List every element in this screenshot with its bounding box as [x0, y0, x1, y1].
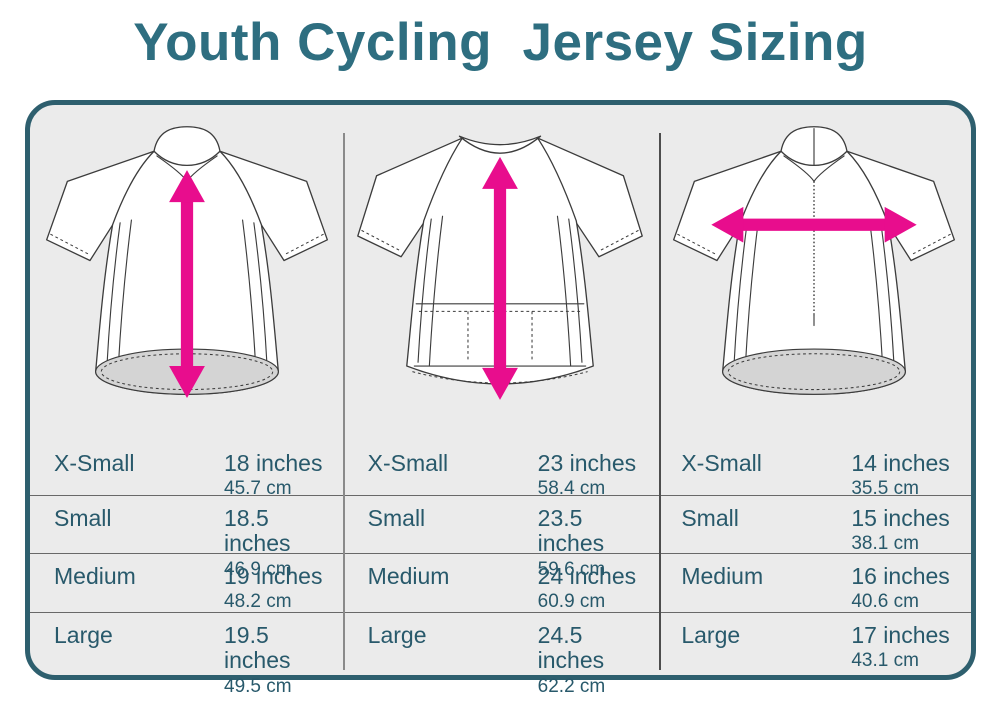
inches-value: 23 inches: [537, 450, 637, 476]
cm-value: 40.6 cm: [851, 591, 919, 613]
jersey-back-diagram: [357, 135, 644, 400]
page-title: Youth Cycling Jersey Sizing: [133, 13, 868, 72]
cm-value: 46.9 cm: [224, 558, 292, 580]
size-row: Large 19.5 inches 49.5 cm: [30, 612, 344, 698]
collar: [153, 126, 221, 167]
inches-value: 19 inches: [224, 563, 323, 589]
size-label: X-Small: [681, 450, 762, 476]
size-label: Small: [681, 505, 739, 531]
inches-value: 16 inches: [851, 563, 950, 589]
size-label: X-Small: [54, 450, 135, 476]
inches-value: 24.5 inches: [537, 622, 605, 674]
measurement-value: 19 inches 48.2 cm: [224, 563, 338, 614]
size-row: Large 17 inches 43.1 cm: [657, 612, 971, 698]
inches-value: 17 inches: [851, 622, 950, 648]
cm-value: 43.1 cm: [851, 650, 919, 672]
size-label: Medium: [367, 563, 450, 589]
size-panel-back-length: X-Small 23 inches 58.4 cm Small 23.5 inc…: [343, 105, 658, 698]
size-label: Medium: [54, 563, 136, 589]
inches-value: 15 inches: [851, 505, 950, 531]
measurement-value: 14 inches 35.5 cm: [851, 450, 965, 501]
measurement-value: 18.5 inches 46.9 cm: [224, 505, 338, 581]
cm-value: 62.2 cm: [537, 675, 606, 697]
inches-value: 14 inches: [851, 450, 950, 476]
size-row: X-Small 23 inches 58.4 cm: [344, 441, 658, 499]
sizing-chart-panel: X-Small 18 inches 45.7 cm Small 18.5 inc…: [25, 100, 976, 697]
measurement-value: 24 inches 60.9 cm: [537, 563, 652, 614]
front-length-arrow: [168, 170, 205, 399]
size-label: Large: [681, 622, 741, 648]
cm-value: 45.7 cm: [224, 478, 292, 500]
back-length-size-table: X-Small 23 inches 58.4 cm Small 23.5 inc…: [343, 441, 658, 698]
jersey-front-zipper-diagram: [673, 126, 956, 395]
size-panel-front-length: X-Small 18 inches 45.7 cm Small 18.5 inc…: [30, 105, 344, 698]
size-label: Large: [54, 622, 113, 648]
size-row: Medium 19 inches 48.2 cm: [30, 553, 344, 612]
jersey-front-diagram: [45, 126, 328, 399]
jersey-illustration: [657, 105, 971, 441]
cm-value: 58.4 cm: [537, 478, 606, 500]
measurement-value: 15 inches 38.1 cm: [851, 505, 965, 556]
jersey-illustration: [344, 105, 658, 441]
measurement-value: 18 inches 45.7 cm: [224, 450, 338, 501]
size-row: Large 24.5 inches 62.2 cm: [343, 612, 658, 698]
cm-value: 49.5 cm: [224, 675, 292, 697]
back-length-arrow: [482, 156, 519, 400]
front-length-size-table: X-Small 18 inches 45.7 cm Small 18.5 inc…: [30, 441, 344, 698]
hem-opening: [722, 348, 907, 395]
size-row: X-Small 14 inches 35.5 cm: [657, 441, 971, 499]
column-divider: [343, 133, 346, 670]
inches-value: 18.5 inches: [224, 505, 291, 557]
size-label: Small: [367, 505, 426, 531]
inches-value: 19.5 inches: [224, 622, 291, 674]
measurement-value: 24.5 inches 62.2 cm: [537, 622, 652, 698]
size-label: X-Small: [367, 450, 449, 476]
size-panel-chest-width: X-Small 14 inches 35.5 cm Small 15 inche…: [657, 105, 971, 698]
cm-value: 60.9 cm: [537, 591, 606, 613]
cm-value: 35.5 cm: [851, 478, 919, 500]
cm-value: 48.2 cm: [224, 591, 292, 613]
size-row: Medium 16 inches 40.6 cm: [657, 553, 971, 612]
size-row: Small 18.5 inches 46.9 cm: [30, 495, 344, 580]
jersey-illustration: [30, 105, 344, 441]
measurement-value: 23.5 inches 59.6 cm: [537, 505, 652, 581]
cm-value: 38.1 cm: [851, 533, 919, 555]
chest-width-arrow: [711, 206, 917, 243]
size-label: Small: [54, 505, 112, 531]
measurement-value: 17 inches 43.1 cm: [851, 622, 965, 673]
measurement-value: 19.5 inches 49.5 cm: [224, 622, 338, 698]
size-row: X-Small 18 inches 45.7 cm: [30, 441, 344, 499]
size-label: Medium: [681, 563, 764, 589]
measurement-value: 23 inches 58.4 cm: [537, 450, 652, 501]
size-row: Medium 24 inches 60.9 cm: [343, 553, 658, 614]
inches-value: 23.5 inches: [537, 505, 605, 557]
inches-value: 18 inches: [224, 450, 323, 476]
size-row: Small 15 inches 38.1 cm: [657, 495, 971, 556]
inches-value: 24 inches: [537, 563, 637, 589]
collar: [459, 135, 542, 154]
size-label: Large: [367, 622, 427, 648]
measurement-value: 16 inches 40.6 cm: [851, 563, 965, 614]
size-row: Small 23.5 inches 59.6 cm: [343, 495, 658, 580]
panel-grid: X-Small 18 inches 45.7 cm Small 18.5 inc…: [30, 105, 971, 697]
column-divider: [658, 133, 661, 670]
cm-value: 59.6 cm: [537, 558, 606, 580]
chest-width-size-table: X-Small 14 inches 35.5 cm Small 15 inche…: [657, 441, 971, 698]
